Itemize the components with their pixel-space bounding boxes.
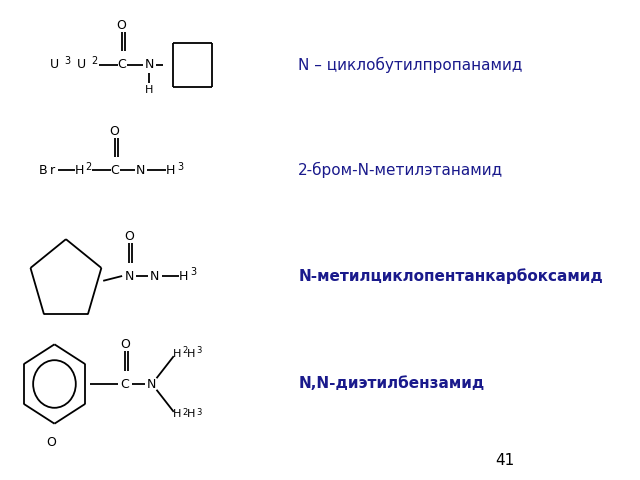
Text: N – циклобутилпропанамид: N – циклобутилпропанамид — [298, 57, 522, 73]
Text: r: r — [50, 164, 55, 177]
Text: C: C — [110, 164, 119, 177]
Text: 2: 2 — [182, 346, 188, 355]
Text: H: H — [187, 409, 195, 419]
Text: N: N — [136, 164, 145, 177]
Text: 3: 3 — [196, 346, 202, 355]
Text: H: H — [173, 349, 181, 359]
Text: N-метилциклопентанкарбоксамид: N-метилциклопентанкарбоксамид — [298, 268, 603, 284]
Text: U: U — [77, 58, 86, 72]
Text: C: C — [120, 377, 129, 391]
Text: 41: 41 — [495, 453, 514, 468]
Text: H: H — [187, 349, 195, 359]
Text: O: O — [120, 338, 130, 351]
Text: H: H — [166, 164, 175, 177]
Text: 2: 2 — [182, 408, 188, 417]
Text: H: H — [74, 164, 84, 177]
Text: U: U — [50, 58, 59, 72]
Text: H: H — [173, 409, 181, 419]
Text: O: O — [116, 19, 127, 32]
Text: N,N-диэтилбензамид: N,N-диэтилбензамид — [298, 376, 484, 392]
Text: 3: 3 — [64, 56, 70, 66]
Text: H: H — [179, 269, 188, 283]
Text: 3: 3 — [196, 408, 202, 417]
Text: 3: 3 — [177, 162, 184, 171]
Text: N: N — [147, 377, 157, 391]
Text: O: O — [109, 124, 120, 138]
Text: N: N — [145, 58, 154, 72]
Text: O: O — [124, 230, 134, 243]
Text: H: H — [145, 85, 153, 95]
Text: N: N — [150, 269, 159, 283]
Text: B: B — [38, 164, 47, 177]
Text: 2: 2 — [85, 162, 92, 171]
Text: O: O — [47, 436, 56, 449]
Text: N: N — [124, 269, 134, 283]
Text: 2: 2 — [91, 56, 97, 66]
Text: C: C — [117, 58, 126, 72]
Text: 2-бром-N-метилэтанамид: 2-бром-N-метилэтанамид — [298, 162, 503, 179]
Text: 3: 3 — [190, 267, 196, 277]
